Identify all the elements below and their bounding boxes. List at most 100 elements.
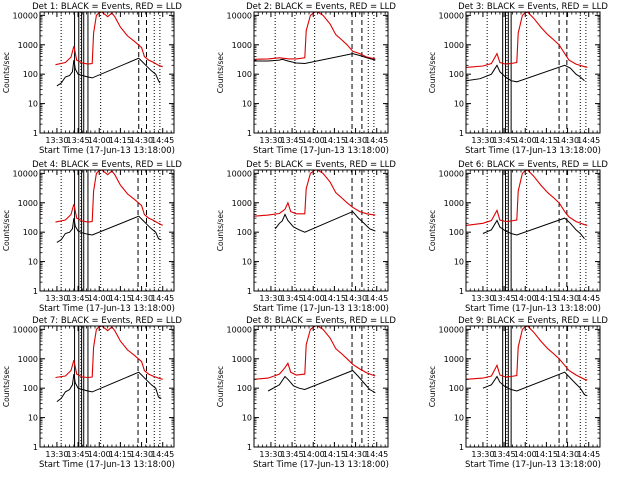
x-tick-label: 14:45 (365, 294, 388, 303)
marker-lines (486, 326, 587, 447)
x-tick-label: 13:30 (45, 136, 68, 145)
y-axis-label: Counts/sec (428, 52, 437, 93)
x-tick-label: 14:30 (130, 450, 153, 459)
y-tick-label: 1 (33, 443, 38, 452)
panel-frame (465, 325, 601, 448)
series-events-black (56, 57, 161, 87)
y-tick-label: 1 (247, 287, 252, 296)
y-tick-label: 100 (237, 228, 252, 237)
x-tick-label: 14:30 (556, 136, 579, 145)
x-tick-label: 14:30 (344, 294, 367, 303)
y-tick-label: 1 (33, 129, 38, 138)
panel-frame (39, 169, 175, 292)
y-tick-label: 10000 (227, 11, 252, 20)
x-tick-label: 14:15 (109, 450, 132, 459)
y-tick-label: 1 (247, 443, 252, 452)
y-tick-label: 1000 (232, 355, 252, 364)
x-tick-label: 13:45 (281, 450, 304, 459)
panel-frame (253, 325, 389, 448)
marker-lines (274, 170, 375, 291)
y-tick-label: 100 (449, 228, 464, 237)
x-tick-label: 14:30 (556, 450, 579, 459)
panel-title: Det 2: BLACK = Events, RED = LLD (246, 2, 396, 12)
x-tick-label: 14:45 (151, 136, 174, 145)
y-tick-label: 1000 (18, 199, 38, 208)
x-tick-label: 13:45 (281, 136, 304, 145)
y-tick-label: 10000 (13, 11, 38, 20)
x-axis-label: Start Time (17-Jun-13 13:18:00) (39, 460, 175, 470)
y-tick-label: 1 (459, 443, 464, 452)
x-tick-label: 14:45 (365, 450, 388, 459)
y-tick-label: 100 (237, 384, 252, 393)
x-tick-label: 13:30 (45, 294, 68, 303)
panel-frame (465, 11, 601, 134)
series-lld-red (466, 326, 588, 381)
marker-lines (274, 326, 375, 447)
x-tick-label: 13:45 (67, 294, 90, 303)
y-tick-label: 1000 (444, 41, 464, 50)
series-events-black (267, 369, 376, 394)
marker-lines (60, 12, 161, 133)
x-tick-label: 13:45 (67, 136, 90, 145)
panel-det-3: Det 3: BLACK = Events, RED = LLD 1 10 100 10… (428, 2, 608, 156)
y-tick-label: 100 (449, 70, 464, 79)
y-tick-label: 1000 (444, 199, 464, 208)
x-tick-label: 14:00 (514, 450, 537, 459)
y-axis-label: Counts/sec (2, 210, 11, 251)
x-axis-label: Start Time (17-Jun-13 13:18:00) (465, 304, 601, 314)
y-tick-label: 10 (454, 100, 464, 109)
x-tick-label: 14:00 (88, 294, 111, 303)
y-axis-label: Counts/sec (2, 52, 11, 93)
y-tick-label: 10000 (439, 325, 464, 334)
y-tick-label: 10 (242, 100, 252, 109)
panel-title: Det 8: BLACK = Events, RED = LLD (246, 316, 396, 326)
series-lld-red (55, 12, 163, 68)
y-tick-label: 10000 (13, 325, 38, 334)
x-tick-label: 13:45 (493, 294, 516, 303)
y-tick-label: 10 (242, 414, 252, 423)
series-lld-red (55, 170, 163, 226)
panel-det-2: Det 2: BLACK = Events, RED = LLD 1 10 100 10… (216, 2, 396, 156)
x-tick-label: 14:30 (130, 136, 153, 145)
panel-title: Det 3: BLACK = Events, RED = LLD (458, 2, 608, 12)
panel-frame (253, 169, 389, 292)
y-tick-label: 100 (237, 70, 252, 79)
x-tick-label: 13:30 (471, 294, 494, 303)
series-events-black (56, 371, 162, 403)
y-axis-label: Counts/sec (216, 52, 225, 93)
panel-det-5: Det 5: BLACK = Events, RED = LLD 1 10 100 10… (216, 160, 396, 314)
x-tick-label: 14:30 (344, 136, 367, 145)
y-tick-label: 1000 (18, 41, 38, 50)
y-tick-label: 10 (28, 414, 38, 423)
y-tick-label: 1000 (232, 41, 252, 50)
x-tick-label: 14:00 (302, 450, 325, 459)
panel-frame (253, 11, 389, 134)
y-tick-label: 100 (449, 384, 464, 393)
x-tick-label: 14:15 (535, 294, 558, 303)
panel-title: Det 1: BLACK = Events, RED = LLD (32, 2, 182, 12)
x-axis-label: Start Time (17-Jun-13 13:18:00) (253, 146, 389, 156)
x-tick-label: 13:45 (281, 294, 304, 303)
y-tick-label: 1000 (444, 355, 464, 364)
series-events-black (254, 53, 376, 65)
x-tick-label: 14:00 (88, 450, 111, 459)
series-lld-red (254, 12, 376, 60)
x-tick-label: 14:15 (323, 136, 346, 145)
panel-title: Det 5: BLACK = Events, RED = LLD (246, 160, 396, 170)
x-tick-label: 14:15 (109, 136, 132, 145)
panel-det-4: Det 4: BLACK = Events, RED = LLD 1 10 100 10… (2, 160, 182, 314)
y-tick-label: 1 (459, 287, 464, 296)
series-events-black (274, 210, 376, 233)
x-tick-label: 13:30 (471, 136, 494, 145)
y-tick-label: 100 (23, 228, 38, 237)
y-tick-label: 10000 (439, 11, 464, 20)
y-axis-label: Counts/sec (2, 366, 11, 407)
panel-det-7: Det 7: BLACK = Events, RED = LLD 1 10 100 10… (2, 316, 182, 470)
x-tick-label: 13:45 (493, 450, 516, 459)
x-tick-label: 14:45 (365, 136, 388, 145)
panel-title: Det 9: BLACK = Events, RED = LLD (458, 316, 608, 326)
y-tick-label: 1000 (18, 355, 38, 364)
y-tick-label: 1 (247, 129, 252, 138)
y-tick-label: 10000 (439, 169, 464, 178)
x-tick-label: 14:45 (151, 294, 174, 303)
